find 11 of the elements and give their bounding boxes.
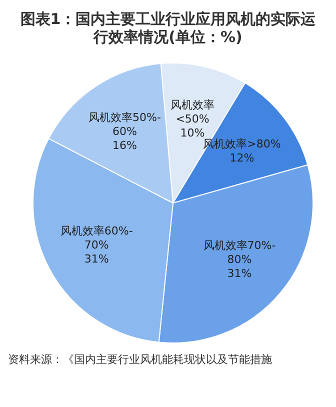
slice-label: 风机效率50%-60%: [88, 110, 161, 138]
data-label: 31%: [227, 266, 252, 280]
data-label: 10%: [180, 126, 205, 139]
data-label: 31%: [84, 252, 109, 265]
data-label: 16%: [112, 138, 137, 152]
slice-label: 风机效率<50%: [170, 98, 215, 125]
slice-label: 风机效率70%-80%: [203, 238, 276, 266]
chart-title: 图表1：国内主要工业行业应用风机的实际运行效率情况(单位：%): [19, 9, 317, 48]
data-label: 12%: [230, 150, 254, 164]
slice-label: 风机效率60%-70%: [60, 224, 133, 251]
text: 资料来源：《国内主要行业风机能耗现状以及节能措施: [8, 352, 273, 367]
